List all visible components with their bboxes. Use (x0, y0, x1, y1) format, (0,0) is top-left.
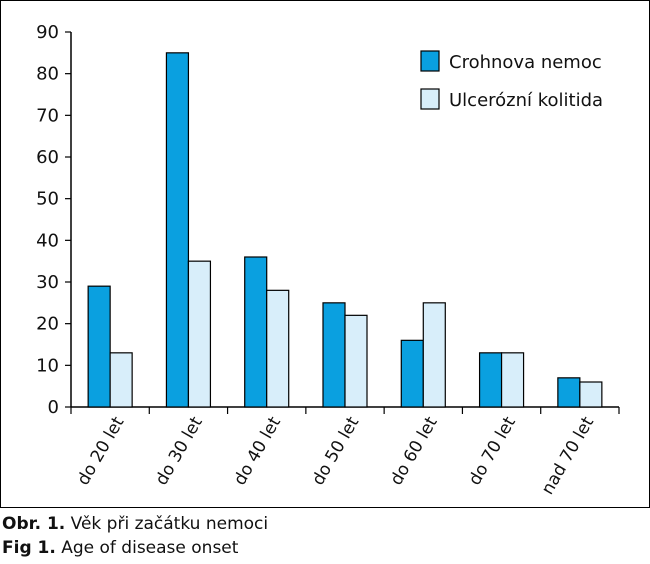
caption-english-text: Age of disease onset (55, 538, 239, 558)
bar-ulcerozni-kolitida (187, 260, 212, 408)
bar-ulcerozni-kolitida (422, 302, 446, 408)
bar-crohnova-nemoc (87, 285, 111, 408)
bar-ulcerozni-kolitida (344, 314, 368, 408)
bar-crohnova-nemoc (478, 352, 503, 408)
y-tick-label: 60 (36, 147, 59, 168)
x-tick-label: do 20 let (73, 413, 128, 489)
bar-chart: 0 10 20 30 40 50 60 70 80 90 do 20 let do 30 let do … (36, 22, 620, 498)
bar-ulcerozni-kolitida (579, 381, 603, 408)
chart-frame: 0 10 20 30 40 50 60 70 80 90 do 20 let do 30 let do … (0, 0, 650, 508)
legend-swatch (420, 50, 440, 72)
x-tick-label: do 70 let (465, 413, 520, 489)
caption-english-label: Fig 1. (2, 538, 56, 558)
y-tick-label: 20 (36, 314, 59, 335)
bar-crohnova-nemoc (557, 377, 581, 408)
legend-label: Ulcerózní kolitida (449, 90, 603, 111)
caption-czech-text: Věk při začátku nemoci (65, 514, 269, 534)
bar-crohnova-nemoc (244, 256, 268, 408)
x-tick-label: do 60 let (387, 413, 442, 489)
y-tick-label: 80 (36, 64, 59, 85)
y-tick-label: 90 (36, 22, 59, 43)
legend-label: Crohnova nemoc (449, 52, 602, 73)
bar-ulcerozni-kolitida (109, 352, 133, 408)
y-tick-label: 40 (36, 230, 59, 251)
bar-crohnova-nemoc (322, 302, 346, 408)
x-tick-label: do 30 let (152, 413, 207, 489)
y-tick-label: 50 (36, 189, 59, 210)
y-tick-label: 10 (36, 355, 59, 376)
x-tick-label: do 40 let (230, 413, 285, 489)
y-tick-label: 30 (36, 272, 59, 293)
caption-english: Fig 1. Age of disease onset (2, 537, 238, 559)
legend-swatch (420, 88, 440, 110)
bar-ulcerozni-kolitida (266, 289, 290, 408)
x-tick-label: do 50 let (308, 413, 363, 489)
bar-crohnova-nemoc (165, 52, 190, 408)
y-tick-label: 70 (36, 105, 59, 126)
bar-crohnova-nemoc (400, 339, 424, 408)
y-tick-label: 0 (48, 397, 59, 418)
x-tick-label: nad 70 let (538, 413, 599, 498)
bar-ulcerozni-kolitida (500, 352, 525, 408)
caption-czech-label: Obr. 1. (2, 514, 66, 534)
caption-czech: Obr. 1. Věk při začátku nemoci (2, 513, 268, 535)
